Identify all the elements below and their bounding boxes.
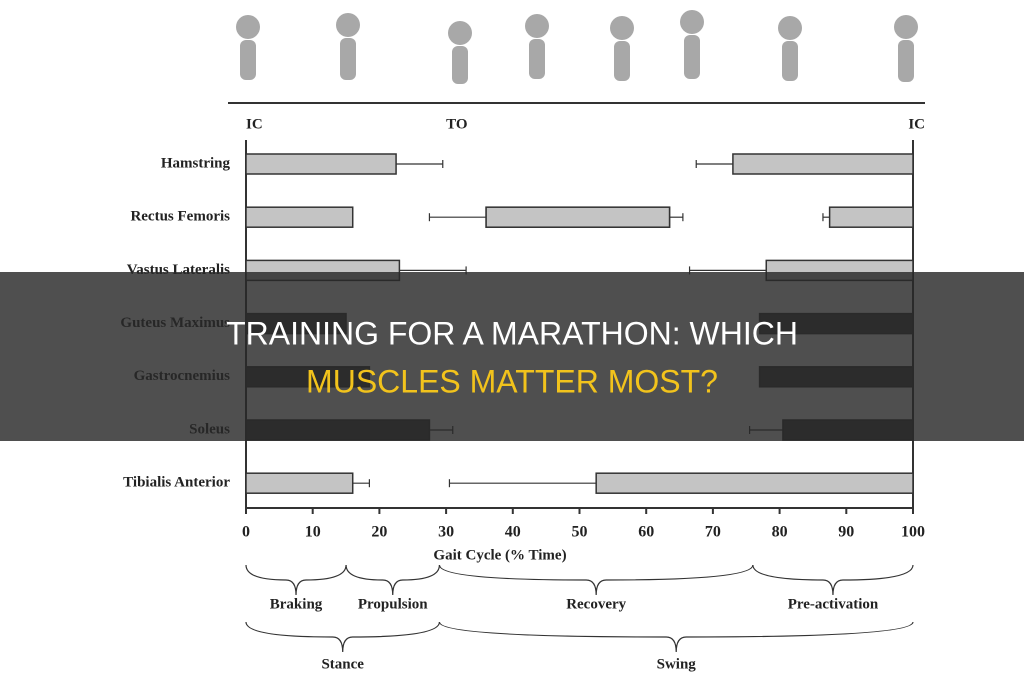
phase-bracket	[438, 621, 914, 653]
bar	[828, 206, 914, 228]
row-label: Hamstring	[161, 155, 231, 171]
x-tick-label: 20	[371, 524, 387, 541]
x-tick-label: 40	[505, 524, 521, 541]
x-axis-label: Gait Cycle (% Time)	[433, 547, 566, 563]
x-tick-label: 30	[438, 524, 454, 541]
bar	[485, 206, 671, 228]
bar	[732, 153, 914, 175]
phase-bracket	[752, 564, 914, 596]
event-label: IC	[246, 116, 263, 132]
x-tick-label: 80	[772, 524, 788, 541]
x-tick-label: 100	[901, 524, 925, 541]
bar	[245, 472, 354, 494]
title-line: MUSCLES MATTER MOST?	[306, 363, 718, 399]
title-line: TRAINING FOR A MARATHON: WHICH	[226, 315, 798, 351]
phase-label: Swing	[657, 656, 697, 672]
row-label: Tibialis Anterior	[123, 475, 230, 491]
row-label: Rectus Femoris	[130, 209, 230, 225]
phase-label: Propulsion	[358, 596, 428, 612]
phase-label: Braking	[270, 596, 323, 612]
bar	[245, 153, 397, 175]
event-label: IC	[908, 116, 925, 132]
x-tick-label: 0	[242, 524, 250, 541]
phase-bracket	[245, 564, 347, 596]
bar	[595, 472, 914, 494]
phase-bracket	[245, 621, 441, 653]
bar	[245, 206, 354, 228]
x-tick-label: 70	[705, 524, 721, 541]
x-tick-label: 50	[572, 524, 588, 541]
phase-bracket	[438, 564, 754, 596]
title-banner	[0, 272, 1024, 441]
x-tick-label: 90	[838, 524, 854, 541]
phase-label: Stance	[321, 656, 364, 672]
x-tick-label: 60	[638, 524, 654, 541]
phase-bracket	[345, 564, 441, 596]
event-label: TO	[446, 116, 467, 132]
phase-label: Pre-activation	[788, 596, 879, 612]
phase-label: Recovery	[566, 596, 626, 612]
x-tick-label: 10	[305, 524, 321, 541]
runner-figures	[236, 10, 918, 84]
